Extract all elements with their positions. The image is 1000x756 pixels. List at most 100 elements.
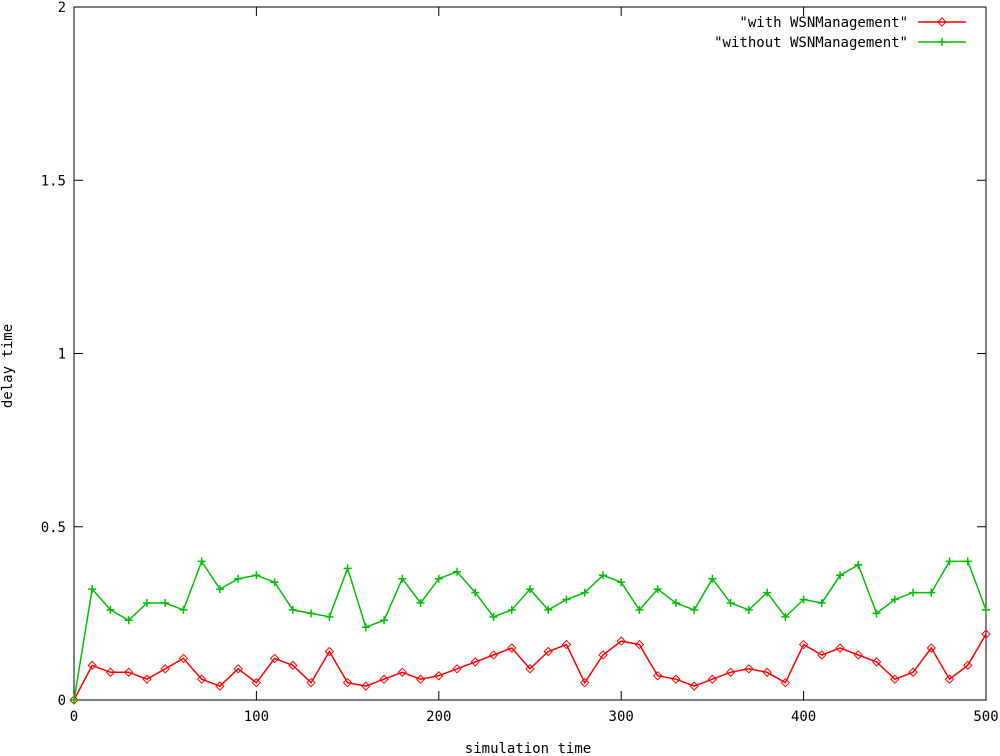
data-point [142, 598, 151, 607]
data-point [507, 605, 516, 614]
data-point [233, 664, 243, 674]
legend-marker [938, 38, 946, 46]
data-point [87, 660, 97, 671]
data-point [160, 664, 170, 674]
plot-frame [73, 6, 987, 701]
data-point [561, 639, 572, 650]
data-point [434, 671, 444, 681]
data-point [945, 557, 954, 566]
series-with-wsnmanagement [69, 629, 991, 705]
data-point [471, 588, 480, 597]
x-tick-label: 300 [609, 709, 634, 725]
data-point [890, 674, 900, 684]
data-point [525, 664, 535, 674]
data-point [744, 664, 754, 674]
series-without-wsnmanagement [70, 557, 990, 704]
data-point [817, 650, 827, 660]
data-point [963, 557, 972, 566]
y-axis-label: delay time [0, 324, 16, 408]
y-tick-label: 1.5 [41, 173, 66, 189]
data-point [780, 677, 791, 688]
data-point [452, 664, 462, 674]
data-point [361, 623, 370, 632]
data-point [251, 677, 262, 688]
data-point [124, 616, 133, 625]
x-tick-label: 100 [244, 709, 269, 725]
data-point [982, 605, 990, 614]
data-point [507, 643, 517, 653]
data-point [342, 677, 353, 688]
data-point [526, 585, 534, 594]
x-axis: 0 100 200 300 400 500 [70, 7, 999, 725]
data-point [488, 650, 499, 660]
data-point [836, 571, 845, 580]
data-point [580, 677, 590, 688]
data-point [379, 674, 389, 684]
data-point [835, 643, 845, 653]
data-point [252, 571, 261, 580]
data-point [307, 609, 316, 618]
legend-label: "with WSNManagement" [739, 15, 908, 31]
data-point [306, 677, 316, 688]
data-point [288, 660, 298, 671]
data-point [890, 595, 899, 604]
data-point [671, 674, 681, 684]
data-point [397, 667, 408, 677]
data-point [105, 667, 116, 677]
data-point [324, 646, 335, 657]
x-tick-label: 400 [791, 709, 816, 725]
data-point [854, 560, 863, 569]
data-point [470, 657, 480, 667]
data-point [124, 667, 134, 677]
data-point [562, 595, 571, 604]
data-point [635, 605, 644, 614]
y-tick-label: 0 [58, 693, 66, 709]
data-point [617, 578, 626, 587]
data-point [434, 574, 443, 583]
series-line [73, 559, 987, 701]
data-point [798, 639, 809, 650]
data-point [944, 674, 955, 684]
data-point [197, 557, 206, 566]
data-point [690, 605, 699, 614]
data-point [871, 657, 882, 667]
data-point [215, 681, 225, 691]
series-line [73, 633, 987, 701]
data-point [653, 585, 662, 594]
data-point [161, 598, 170, 607]
data-point [963, 660, 973, 671]
data-point [853, 650, 864, 660]
series-layer [69, 557, 991, 705]
data-point [652, 671, 663, 681]
data-point [70, 696, 78, 704]
data-point [671, 598, 680, 607]
x-axis-label: simulation time [465, 741, 591, 756]
data-point [415, 674, 426, 684]
data-point [909, 588, 918, 597]
data-point [106, 605, 115, 614]
data-point [543, 646, 553, 657]
data-point [288, 605, 297, 614]
data-point [981, 629, 991, 639]
data-point [799, 595, 808, 604]
data-point [196, 674, 207, 684]
plot-border [73, 6, 987, 701]
y-axis: 0 0.5 1 1.5 2 [41, 0, 986, 709]
data-point [744, 605, 753, 614]
data-point [234, 574, 243, 583]
data-point [817, 598, 826, 607]
data-point [380, 616, 389, 625]
data-point [489, 612, 498, 621]
data-point [215, 585, 224, 594]
y-tick-label: 1 [58, 347, 66, 363]
data-point [708, 574, 717, 583]
data-point [725, 667, 736, 677]
data-point [689, 681, 699, 691]
data-point [726, 598, 735, 607]
data-point [361, 681, 371, 691]
data-point [88, 585, 97, 594]
data-point [763, 588, 772, 597]
data-point [580, 588, 589, 597]
data-point [179, 605, 188, 614]
data-point [707, 674, 718, 684]
